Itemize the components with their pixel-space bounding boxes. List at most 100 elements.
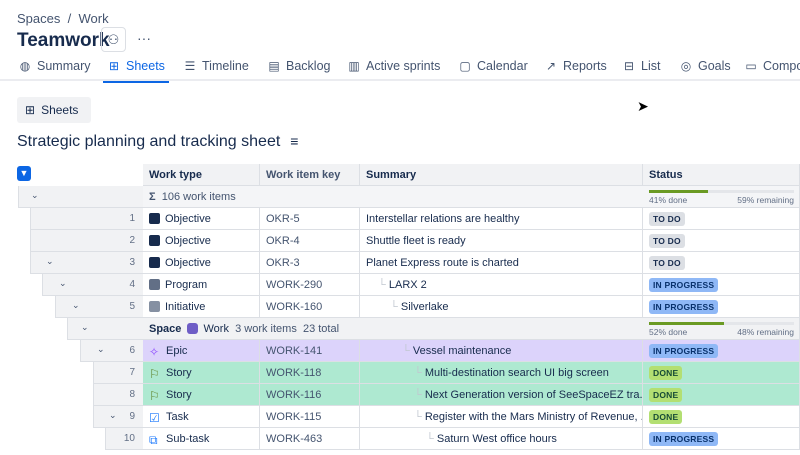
status-badge[interactable]: IN PROGRESS [649, 300, 719, 314]
chevron-down-icon[interactable]: ⌄ [109, 410, 117, 420]
tab-timeline[interactable]: ☰ Timeline [183, 56, 249, 81]
summary-cell[interactable]: Interstellar relations are healthy [360, 208, 643, 230]
status-badge[interactable]: TO DO [649, 256, 685, 270]
summary-cell[interactable]: └ Silverlake [360, 296, 643, 318]
objective-icon [149, 235, 160, 246]
tab-backlog[interactable]: ▤ Backlog [267, 56, 330, 81]
work-item-key-cell[interactable]: WORK-118 [260, 362, 360, 384]
table-row: 7 ⚐ Story WORK-118 └ Multi-destination se… [0, 362, 800, 384]
status-cell[interactable]: IN PROGRESS [643, 274, 800, 296]
filter-icon[interactable]: ▼ [17, 166, 31, 181]
chevron-down-icon[interactable]: ⌄ [46, 256, 54, 266]
work-item-key-cell[interactable]: WORK-115 [260, 406, 360, 428]
tab-label: Compo [763, 58, 800, 73]
status-badge[interactable]: IN PROGRESS [649, 432, 719, 446]
column-header[interactable]: Work type [143, 164, 260, 186]
space-name[interactable]: Work [203, 323, 229, 335]
sheet-title-text: Strategic planning and tracking sheet [17, 133, 281, 150]
status-cell[interactable]: TO DO [643, 208, 800, 230]
description-icon[interactable]: ≡ [290, 133, 299, 149]
space-group-row: ⌄ Space Work 3 work items 23 total 52% d… [0, 318, 800, 340]
status-badge[interactable]: DONE [649, 388, 683, 402]
sheets-view-button[interactable]: ⊞ Sheets [17, 97, 91, 123]
tab-label: Active sprints [366, 58, 441, 73]
row-gutter: ⌄ 3 [30, 252, 143, 274]
status-badge[interactable]: IN PROGRESS [649, 344, 719, 358]
status-cell[interactable]: DONE [643, 406, 800, 428]
work-type: Epic [166, 345, 188, 357]
work-item-key-cell[interactable]: OKR-3 [260, 252, 360, 274]
summary-cell[interactable]: Planet Express route is charted [360, 252, 643, 274]
breadcrumb-work[interactable]: Work [78, 11, 109, 26]
story-icon: ⚐ [149, 367, 160, 381]
breadcrumb-spaces[interactable]: Spaces [17, 11, 61, 26]
work-type-cell[interactable]: Objective [143, 252, 260, 274]
work-type-cell[interactable]: Initiative [143, 296, 260, 318]
summary-cell[interactable]: └ Next Generation version of SeeSpaceEZ … [360, 384, 643, 406]
summary-cell[interactable]: Shuttle fleet is ready [360, 230, 643, 252]
work-item-key-cell[interactable]: WORK-141 [260, 340, 360, 362]
status-badge[interactable]: DONE [649, 410, 683, 424]
summary-cell[interactable]: └ Multi-destination search UI big screen [360, 362, 643, 384]
summary-cell[interactable]: └ LARX 2 [360, 274, 643, 296]
status-badge[interactable]: IN PROGRESS [649, 278, 719, 292]
row-gutter: ⌄ 6 [80, 340, 143, 362]
summary-text: Next Generation version of SeeSpaceEZ tr… [424, 389, 643, 401]
summary-cell[interactable]: └ Register with the Mars Ministry of Rev… [360, 406, 643, 428]
objective-icon [149, 213, 160, 224]
work-type-cell[interactable]: Objective [143, 208, 260, 230]
work-item-key-cell[interactable]: WORK-463 [260, 428, 360, 450]
work-type: Sub-task [166, 433, 210, 445]
work-type-cell[interactable]: ✧ Epic [143, 340, 260, 362]
work-type-cell[interactable]: ⚐ Story [143, 384, 260, 406]
chevron-down-icon[interactable]: ⌄ [81, 322, 89, 332]
people-icon[interactable]: ⚇ [101, 27, 126, 52]
more-button[interactable]: ··· [137, 30, 151, 46]
tab-summary[interactable]: ◍ Summary [18, 56, 91, 81]
row-gutter: ⌄ [67, 318, 143, 340]
status-cell[interactable]: DONE [643, 384, 800, 406]
status-badge[interactable]: TO DO [649, 212, 685, 226]
chevron-down-icon[interactable]: ⌄ [72, 300, 80, 310]
row-number: 8 [129, 389, 135, 400]
chevron-down-icon[interactable]: ⌄ [31, 190, 39, 200]
row-gutter: 8 [93, 384, 143, 406]
status-cell[interactable]: IN PROGRESS [643, 428, 800, 450]
status-badge[interactable]: DONE [649, 366, 683, 380]
tab-compo[interactable]: ▭ Compo [744, 56, 800, 81]
status-badge[interactable]: TO DO [649, 234, 685, 248]
work-item-key-cell[interactable]: OKR-5 [260, 208, 360, 230]
work-type-cell[interactable]: ⧉ Sub-task [143, 428, 260, 450]
status-cell[interactable]: DONE [643, 362, 800, 384]
progress-bar [649, 322, 794, 325]
status-cell[interactable]: IN PROGRESS [643, 340, 800, 362]
work-type: Objective [165, 235, 211, 247]
summary-cell[interactable]: └ Saturn West office hours [360, 428, 643, 450]
chevron-down-icon[interactable]: ⌄ [59, 278, 67, 288]
chevron-down-icon[interactable]: ⌄ [97, 344, 105, 354]
work-type-cell[interactable]: ☑ Task [143, 406, 260, 428]
tab-label: Goals [698, 58, 731, 73]
work-item-key-cell[interactable]: OKR-4 [260, 230, 360, 252]
work-type-cell[interactable]: Program [143, 274, 260, 296]
tab-active-sprints[interactable]: ▥ Active sprints [347, 56, 440, 81]
components-icon: ▭ [745, 58, 757, 73]
summary-cell[interactable]: └ Vessel maintenance [360, 340, 643, 362]
tab-list[interactable]: ⊟ List [622, 56, 660, 81]
column-header[interactable]: Work item key [260, 164, 360, 186]
status-cell[interactable]: TO DO [643, 252, 800, 274]
calendar-icon: ▢ [459, 58, 471, 73]
tab-calendar[interactable]: ▢ Calendar [458, 56, 527, 81]
status-cell[interactable]: IN PROGRESS [643, 296, 800, 318]
work-item-key-cell[interactable]: WORK-160 [260, 296, 360, 318]
tab-reports[interactable]: ↗ Reports [544, 56, 607, 81]
tab-sheets[interactable]: ⊞ Sheets [103, 56, 169, 83]
column-header[interactable]: Summary [360, 164, 643, 186]
work-type-cell[interactable]: Objective [143, 230, 260, 252]
work-type-cell[interactable]: ⚐ Story [143, 362, 260, 384]
tab-goals[interactable]: ◎ Goals [679, 56, 731, 81]
work-item-key-cell[interactable]: WORK-290 [260, 274, 360, 296]
work-item-key-cell[interactable]: WORK-116 [260, 384, 360, 406]
column-header[interactable]: Status [643, 164, 800, 186]
status-cell[interactable]: TO DO [643, 230, 800, 252]
